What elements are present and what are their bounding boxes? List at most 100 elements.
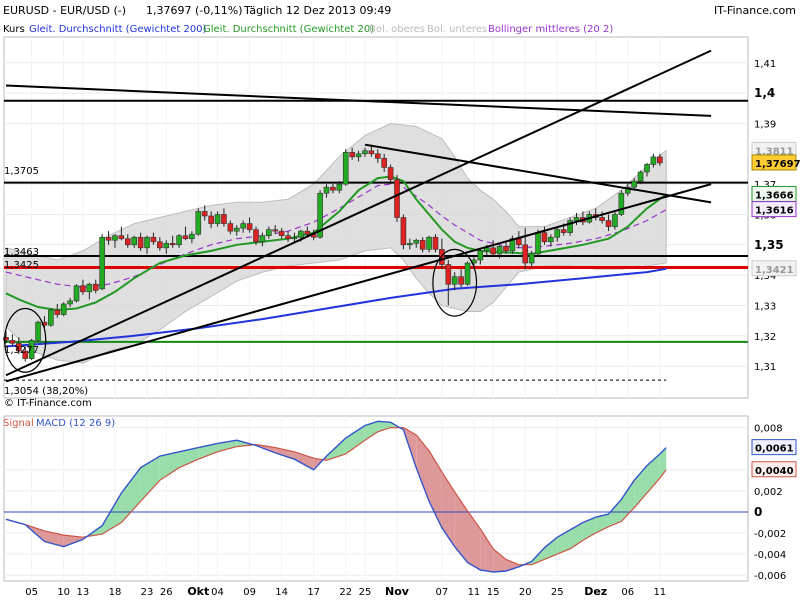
candle-up (528, 253, 535, 264)
macd-tick-label: 0,008 (754, 424, 783, 435)
badge-bol-mid: 1,3616 (755, 206, 794, 217)
x-tick-label: 18 (109, 587, 122, 598)
badge-close-box (751, 154, 797, 171)
candle-down (368, 150, 375, 155)
macd-negative-area (441, 471, 455, 547)
price-tick-label: 1,34 (754, 271, 776, 282)
candle-up (650, 156, 657, 165)
candle-down (432, 236, 439, 250)
candle-down (169, 242, 176, 246)
price-indicators (5, 175, 667, 348)
badge-signal: 0,0040 (755, 466, 794, 477)
candle-down (605, 220, 612, 227)
candle-down (201, 211, 208, 217)
macd-negative-area (275, 447, 295, 460)
candle-up (342, 151, 349, 185)
candle-down (599, 217, 605, 221)
candle-down (278, 230, 285, 237)
macd-tick-label: 0,002 (754, 487, 783, 498)
macd-negative-area (467, 510, 481, 570)
x-tick-label: 09 (243, 587, 256, 598)
macd-negative-area (429, 450, 442, 528)
candle-up (618, 192, 625, 215)
candle-up (67, 300, 73, 305)
candle-up (535, 232, 541, 255)
level-label-3: 1,3425 (4, 260, 39, 271)
candle-down (419, 239, 426, 250)
macd-tick-label: -0,004 (754, 550, 786, 561)
candle-up (131, 236, 137, 246)
macd-series (4, 420, 748, 573)
candle-up (496, 246, 503, 255)
x-tick-label: 04 (211, 587, 224, 598)
header-brand: IT-Finance.com (714, 4, 796, 17)
candlesticks (3, 144, 663, 362)
bollinger-band (5, 122, 667, 364)
macd-positive-area (345, 425, 365, 454)
candle-up (163, 242, 170, 249)
price-tick-label: 1,37 (754, 180, 776, 191)
price-legend: Kurs Gleit. Durchschnitt (Gewichtet 200)… (3, 24, 613, 35)
macd-tick-label: 0 (754, 505, 762, 519)
legend-sma20: Gleit. Durchschnitt (Gewichtet 20) (203, 24, 374, 35)
x-tick-label: 05 (25, 587, 38, 598)
candle-down (374, 153, 381, 159)
signal-line (5, 427, 667, 566)
macd-legend: Signal MACD (12 26 9) (3, 418, 115, 429)
candle-up (240, 223, 246, 229)
candle-down (208, 215, 214, 224)
candle-up (451, 276, 458, 285)
candle-down (400, 217, 407, 246)
macd-legend-signal: Signal (3, 418, 34, 429)
candle-down (118, 235, 125, 240)
macd-negative-area (480, 528, 494, 573)
candle-up (612, 214, 618, 227)
candle-up (407, 242, 413, 246)
candle-down (80, 285, 86, 293)
price-tick-label: 1,4 (754, 86, 775, 100)
macd-positive-area (121, 467, 141, 523)
candle-up (48, 309, 54, 326)
candle-up (624, 186, 631, 194)
header-timestamp: 12 Dez 2013 09:49 (286, 4, 391, 17)
x-tick-label: 22 (339, 587, 352, 598)
candle-down (381, 158, 387, 168)
candle-up (637, 171, 644, 182)
value-badges: 1,3811 1,37697 1,3666 1,3616 1,3421 0,0061 0,0… (751, 141, 800, 478)
x-tick-label: 20 (519, 587, 532, 598)
macd-negative-area (294, 451, 314, 470)
candle-down (150, 236, 157, 243)
x-tick-label: 14 (275, 587, 288, 598)
trend-line (364, 143, 712, 204)
badge-sma200-box (751, 260, 797, 277)
macd-positive-area (608, 499, 622, 527)
level-annotations: 1,3705 1,3463 1,3425 1,3277 1,3054 (38,2… (4, 166, 92, 409)
macd-negative-area (63, 535, 83, 547)
candle-up (291, 236, 298, 240)
macd-positive-area (179, 447, 199, 468)
badge-bol-mid-box (751, 201, 797, 218)
candle-up (233, 227, 240, 232)
level-label-2: 1,3463 (4, 247, 39, 258)
candle-up (60, 303, 67, 315)
candle-up (73, 285, 80, 302)
candle-up (99, 236, 105, 290)
candle-up (567, 220, 573, 233)
macd-positive-area (647, 453, 660, 493)
trend-line (5, 183, 712, 383)
candle-up (554, 229, 561, 238)
trend-line (5, 49, 712, 377)
candle-down (272, 229, 279, 232)
candle-up (28, 340, 35, 359)
candle-down (515, 238, 522, 246)
macd-positive-area (659, 447, 667, 479)
x-tick-label: 26 (160, 587, 173, 598)
badge-sma200: 1,3421 (755, 265, 794, 276)
candle-down (41, 321, 48, 326)
price-tick-label: 1,33 (754, 301, 776, 312)
candle-up (323, 186, 330, 194)
candle-down (124, 238, 131, 246)
macd-positive-area (102, 492, 122, 535)
header-interval: Täglich (243, 4, 282, 17)
candle-down (304, 230, 311, 235)
